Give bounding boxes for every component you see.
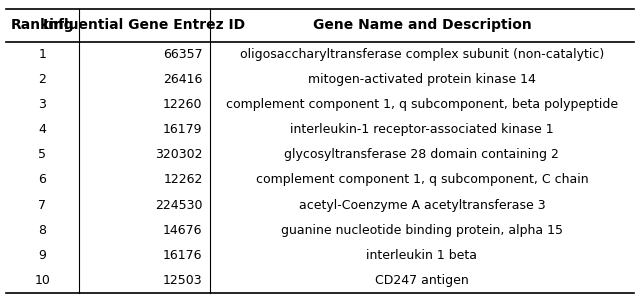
Text: 12262: 12262 [163, 173, 202, 186]
Text: 14676: 14676 [163, 224, 202, 237]
Text: 7: 7 [38, 198, 47, 211]
Text: oligosaccharyltransferase complex subunit (non-catalytic): oligosaccharyltransferase complex subuni… [240, 48, 604, 61]
Text: 320302: 320302 [155, 148, 202, 161]
Text: 8: 8 [38, 224, 47, 237]
Text: 224530: 224530 [155, 198, 202, 211]
Text: 5: 5 [38, 148, 47, 161]
Text: mitogen-activated protein kinase 14: mitogen-activated protein kinase 14 [308, 73, 536, 86]
Text: 9: 9 [38, 249, 47, 262]
Text: glycosyltransferase 28 domain containing 2: glycosyltransferase 28 domain containing… [285, 148, 559, 161]
Text: 2: 2 [38, 73, 47, 86]
Text: guanine nucleotide binding protein, alpha 15: guanine nucleotide binding protein, alph… [281, 224, 563, 237]
Text: interleukin 1 beta: interleukin 1 beta [367, 249, 477, 262]
Text: 12260: 12260 [163, 98, 202, 111]
Text: 6: 6 [38, 173, 47, 186]
Text: 12503: 12503 [163, 274, 202, 287]
Text: 16176: 16176 [163, 249, 202, 262]
Text: 16179: 16179 [163, 123, 202, 136]
Text: 3: 3 [38, 98, 47, 111]
Text: interleukin-1 receptor-associated kinase 1: interleukin-1 receptor-associated kinase… [290, 123, 554, 136]
Text: 26416: 26416 [163, 73, 202, 86]
Text: CD247 antigen: CD247 antigen [375, 274, 468, 287]
Text: 10: 10 [35, 274, 51, 287]
Text: Gene Name and Description: Gene Name and Description [312, 18, 531, 32]
Text: Ranking: Ranking [11, 18, 74, 32]
Text: complement component 1, q subcomponent, beta polypeptide: complement component 1, q subcomponent, … [226, 98, 618, 111]
Text: acetyl-Coenzyme A acetyltransferase 3: acetyl-Coenzyme A acetyltransferase 3 [299, 198, 545, 211]
Text: 66357: 66357 [163, 48, 202, 61]
Text: 4: 4 [38, 123, 47, 136]
Text: 1: 1 [38, 48, 47, 61]
Text: Influential Gene Entrez ID: Influential Gene Entrez ID [44, 18, 246, 32]
Text: complement component 1, q subcomponent, C chain: complement component 1, q subcomponent, … [255, 173, 588, 186]
